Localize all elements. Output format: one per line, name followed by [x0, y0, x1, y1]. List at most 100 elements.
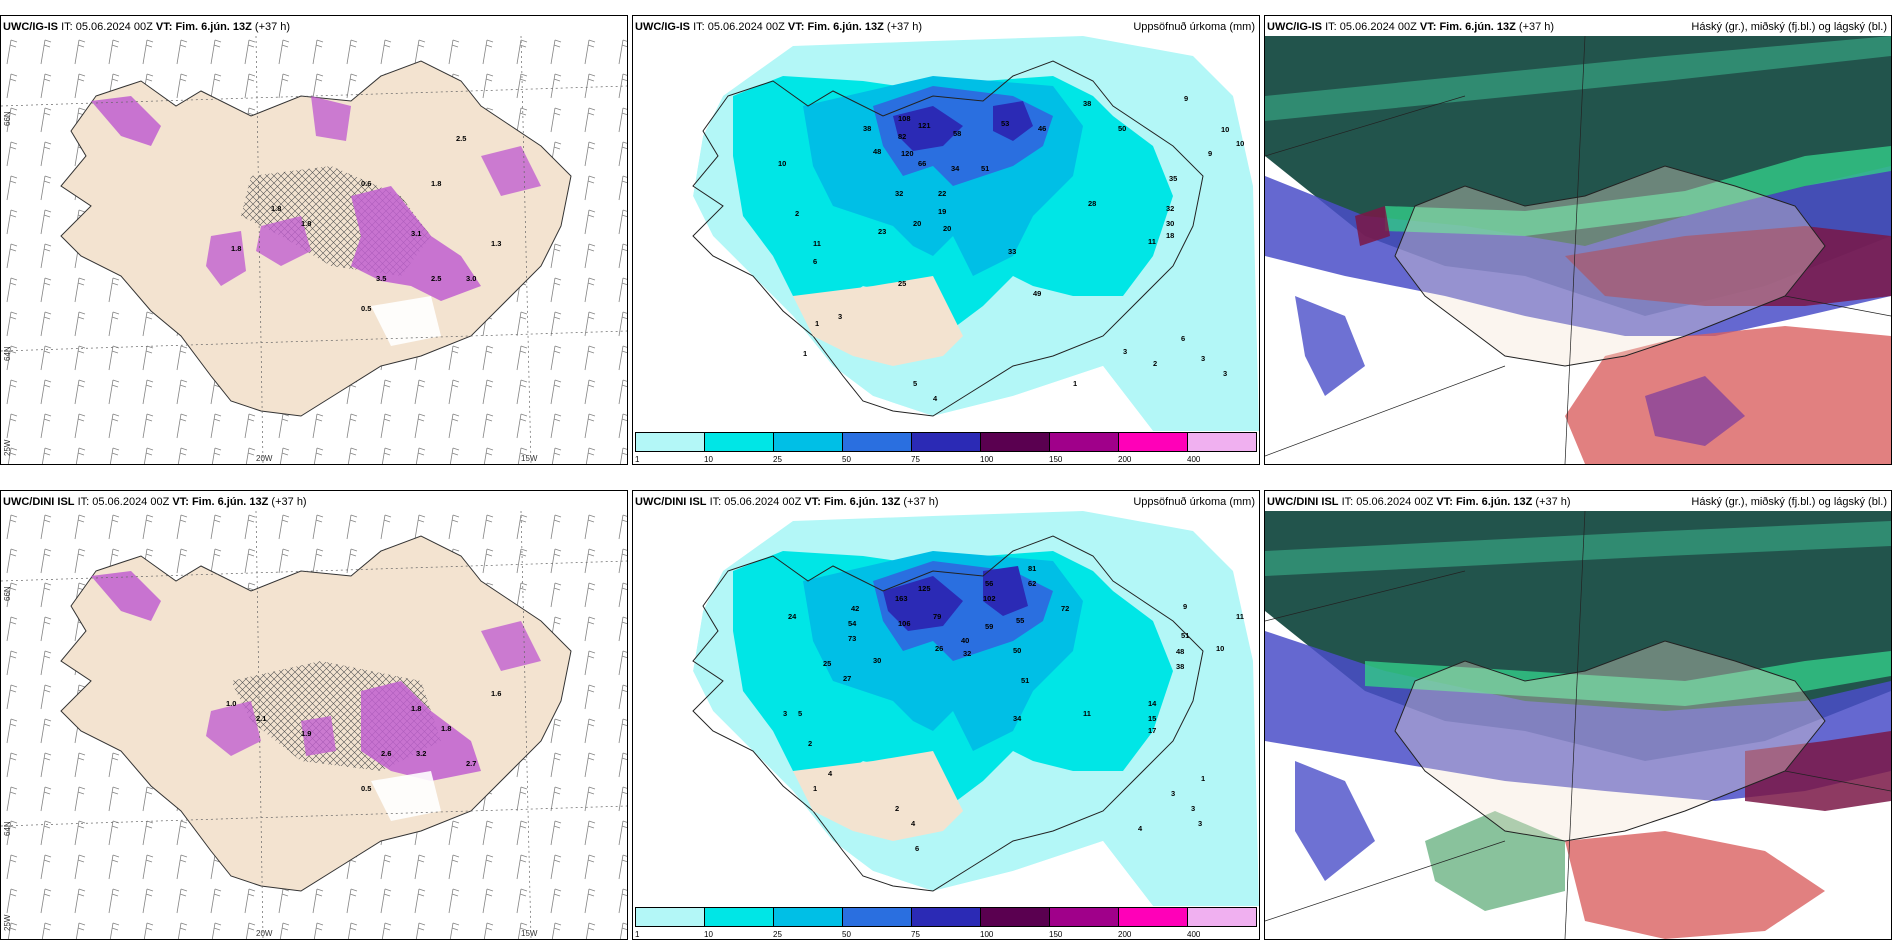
precip-value: 25 — [823, 659, 831, 668]
colorbar-label: 50 — [842, 930, 851, 939]
precip-value: 5 — [913, 379, 917, 388]
precip-value: 11 — [813, 239, 821, 248]
panel-header: UWC/IG-IS IT: 05.06.2024 00Z VT: Fim. 6.… — [635, 18, 1257, 36]
precip-value: 3 — [1171, 789, 1175, 798]
precip-value: 35 — [1169, 174, 1177, 183]
precip-value: 2 — [895, 804, 899, 813]
precip-value: 28 — [1088, 199, 1096, 208]
colorbar-label: 400 — [1187, 455, 1201, 464]
vt-label: VT: — [787, 21, 805, 33]
panel-precip-dini: UWC/DINI ISL IT: 05.06.2024 00Z VT: Fim.… — [632, 490, 1260, 940]
colorbar-label: 75 — [911, 930, 920, 939]
panel-header: UWC/DINI ISL IT: 05.06.2024 00Z VT: Fim.… — [3, 493, 625, 511]
colorbar-label: 50 — [842, 455, 851, 464]
precip-map-svg: 163 125 106 79 102 55 81 62 72 56 59 32 … — [633, 511, 1259, 906]
precip-value: 34 — [1013, 714, 1022, 723]
precip-value: 54 — [848, 619, 857, 628]
precip-value: 20 — [913, 219, 921, 228]
panel-header: UWC/IG-IS IT: 05.06.2024 00Z VT: Fim. 6.… — [3, 18, 625, 36]
init-time: 05.06.2024 00Z — [707, 21, 785, 33]
precip-value: 9 — [1184, 94, 1188, 103]
precip-map: 121 108 82 120 66 58 53 46 51 38 48 34 2… — [633, 36, 1259, 431]
wind-map: 1.8 2.1 1.9 2.6 3.2 2.7 0.5 1.0 1.8 1.6 — [1, 511, 627, 939]
colorbar-segment — [1188, 433, 1256, 451]
precip-value: 33 — [1008, 247, 1016, 256]
wind-label: 3.5 — [376, 274, 386, 283]
precip-value: 53 — [1001, 119, 1009, 128]
precip-value: 3 — [1123, 347, 1127, 356]
wind-map-svg: 1.8 2.1 1.9 2.6 3.2 2.7 0.5 1.0 1.8 1.6 — [1, 511, 627, 939]
precip-value: 6 — [813, 257, 817, 266]
precip-value: 38 — [863, 124, 871, 133]
init-time: 05.06.2024 00Z — [1356, 496, 1434, 508]
colorbar-label: 1 — [635, 930, 640, 939]
precip-value: 42 — [851, 604, 859, 613]
precip-value: 25 — [898, 279, 906, 288]
precip-value: 108 — [898, 114, 911, 123]
precip-value: 30 — [1166, 219, 1174, 228]
precip-value: 51 — [1181, 631, 1189, 640]
precip-value: 38 — [1176, 662, 1184, 671]
precip-value: 72 — [1061, 604, 1069, 613]
cloud-map-svg — [1265, 511, 1891, 939]
colorbar-label: 150 — [1049, 455, 1063, 464]
precip-map: 163 125 106 79 102 55 81 62 72 56 59 32 … — [633, 511, 1259, 906]
lead-time: (+37 h) — [1535, 496, 1571, 508]
precip-value: 51 — [1021, 676, 1029, 685]
precip-value: 26 — [935, 644, 943, 653]
lat-label: 64N — [3, 346, 12, 361]
lon-label: 20W — [256, 929, 273, 938]
valid-time: Fim. 6.jún. 13Z — [175, 21, 252, 33]
precip-value: 40 — [961, 636, 969, 645]
model-name: UWC/DINI ISL — [3, 496, 75, 508]
precip-value: 19 — [938, 207, 946, 216]
precip-value: 4 — [933, 394, 938, 403]
precip-value: 102 — [983, 594, 996, 603]
wind-label: 3.2 — [416, 749, 426, 758]
precip-value: 59 — [985, 622, 993, 631]
precip-value: 30 — [873, 656, 881, 665]
cloud-map — [1265, 36, 1891, 464]
vt-label: VT: — [1419, 21, 1437, 33]
colorbar-segment — [981, 908, 1050, 926]
precip-value: 66 — [918, 159, 926, 168]
wind-label: 1.8 — [441, 724, 451, 733]
precip-value: 9 — [1183, 602, 1187, 611]
vt-label: VT: — [172, 496, 189, 508]
wind-label: 1.3 — [491, 239, 501, 248]
panel-right-title: Uppsöfnuð úrkoma (mm) — [1133, 496, 1255, 508]
wind-label: 1.9 — [301, 729, 311, 738]
precip-value: 3 — [1191, 804, 1195, 813]
init-time: 05.06.2024 00Z — [75, 21, 153, 33]
lead-time: (+37 h) — [903, 496, 939, 508]
colorbar-label: 75 — [911, 455, 920, 464]
lead-time: (+37 h) — [1518, 21, 1555, 33]
precip-value: 1 — [1201, 774, 1205, 783]
precip-value: 6 — [1181, 334, 1185, 343]
colorbar-segment — [705, 433, 774, 451]
model-name: UWC/IG-IS — [1267, 21, 1322, 33]
valid-time: Fim. 6.jún. 13Z — [1439, 21, 1516, 33]
it-label: IT: — [693, 21, 705, 33]
precip-value: 18 — [1166, 231, 1174, 240]
panel-cloud-igis: UWC/IG-IS IT: 05.06.2024 00Z VT: Fim. 6.… — [1264, 15, 1892, 465]
colorbar-segment — [636, 908, 705, 926]
colorbar-label: 200 — [1118, 455, 1132, 464]
precip-value: 3 — [838, 312, 842, 321]
wind-label: 1.8 — [231, 244, 241, 253]
precip-value: 1 — [803, 349, 807, 358]
precip-value: 50 — [1013, 646, 1021, 655]
precip-value: 5 — [798, 709, 802, 718]
colorbar-segment — [843, 433, 912, 451]
wind-label: 0.6 — [361, 179, 371, 188]
colorbar-label: 100 — [980, 455, 994, 464]
panel-cloud-dini: UWC/DINI ISL IT: 05.06.2024 00Z VT: Fim.… — [1264, 490, 1892, 940]
colorbar-segment — [636, 433, 705, 451]
wind-label: 0.5 — [361, 784, 371, 793]
it-label: IT: — [1341, 496, 1354, 508]
precip-value: 163 — [895, 594, 908, 603]
wind-label: 1.8 — [431, 179, 441, 188]
wind-label: 2.6 — [381, 749, 391, 758]
precip-value: 58 — [953, 129, 961, 138]
colorbar-segment — [1050, 908, 1119, 926]
